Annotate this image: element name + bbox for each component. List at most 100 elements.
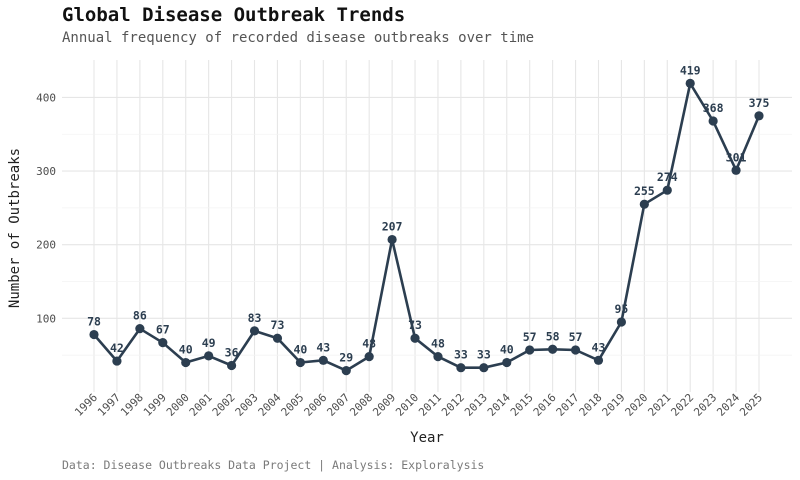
data-point	[249, 326, 260, 336]
data-point	[135, 324, 145, 334]
data-label: 40	[500, 343, 514, 357]
x-tick-label: 2011	[416, 391, 444, 419]
data-point	[662, 185, 672, 195]
data-point	[272, 333, 283, 343]
x-tick-label: 2025	[737, 391, 765, 419]
chart-subtitle: Annual frequency of recorded disease out…	[62, 30, 535, 46]
x-tick-label: 2024	[714, 391, 742, 419]
data-label: 43	[316, 340, 330, 354]
x-tick-label: 2000	[164, 391, 192, 419]
data-label: 33	[454, 348, 468, 362]
data-point	[158, 338, 168, 348]
x-tick-label: 2003	[233, 391, 261, 419]
data-point	[318, 355, 328, 365]
data-point	[456, 363, 466, 373]
x-tick-label: 2015	[508, 391, 536, 419]
data-label: 86	[133, 309, 147, 323]
data-point	[226, 360, 237, 371]
data-label: 57	[523, 330, 537, 344]
y-axis-title: Number of Outbreaks	[7, 148, 23, 308]
grid	[62, 60, 792, 392]
data-label: 29	[339, 351, 353, 365]
data-label: 95	[614, 302, 628, 316]
data-point	[548, 344, 558, 354]
x-tick-label: 2023	[691, 391, 719, 419]
data-points	[89, 78, 764, 376]
data-label: 73	[271, 318, 285, 332]
x-tick-label: 2002	[210, 391, 238, 419]
data-point	[570, 345, 581, 355]
data-point	[295, 357, 305, 368]
data-point	[754, 111, 764, 121]
data-source-caption: Data: Disease Outbreaks Data Project | A…	[62, 458, 485, 472]
data-point	[685, 78, 695, 89]
data-point	[204, 351, 214, 361]
data-label: 48	[431, 337, 445, 351]
data-label: 78	[87, 315, 101, 329]
data-label: 58	[546, 329, 560, 343]
data-label: 83	[248, 311, 262, 325]
x-tick-label: 2004	[256, 391, 284, 419]
y-tick-label: 200	[36, 239, 56, 252]
data-point	[502, 357, 512, 368]
x-tick-label: 1996	[72, 391, 100, 419]
data-label: 57	[569, 330, 583, 344]
data-label: 375	[749, 96, 770, 110]
data-label: 36	[225, 345, 239, 359]
x-tick-label: 1997	[95, 391, 123, 419]
y-tick-label: 400	[36, 91, 56, 104]
data-point	[731, 165, 741, 175]
data-label: 49	[202, 336, 216, 350]
x-tick-label: 2012	[439, 391, 467, 419]
data-label: 419	[680, 63, 701, 77]
x-tick-label: 1998	[118, 391, 146, 419]
x-tick-label: 2018	[577, 391, 605, 419]
data-label: 73	[408, 318, 422, 332]
data-point	[708, 116, 718, 126]
data-point	[387, 234, 397, 245]
x-tick-label: 2019	[600, 391, 628, 419]
x-axis-title: Year	[410, 430, 444, 446]
x-tick-label: 2020	[623, 391, 651, 419]
x-tick-label: 2009	[370, 391, 398, 419]
data-point	[89, 329, 99, 340]
data-label: 255	[634, 184, 655, 198]
y-axis-ticks: 100 200 300 400	[36, 91, 56, 325]
data-point	[341, 366, 351, 376]
x-tick-label: 2014	[485, 391, 513, 419]
data-labels: 78 42 86 67 40 49 36 83 73 40 43 29 48 207 73 48 33 33 40 5…	[87, 63, 769, 364]
series-line	[92, 82, 761, 372]
data-label: 40	[293, 343, 307, 357]
x-tick-label: 2001	[187, 391, 215, 419]
x-tick-label: 2010	[393, 391, 421, 419]
x-tick-label: 2005	[279, 391, 307, 419]
x-tick-label: 2013	[462, 391, 490, 419]
data-label: 274	[657, 170, 678, 184]
data-label: 33	[477, 348, 491, 362]
chart-title: Global Disease Outbreak Trends	[62, 4, 406, 26]
y-tick-label: 100	[36, 312, 56, 325]
data-point	[433, 352, 443, 362]
data-label: 67	[156, 323, 170, 337]
data-point	[364, 352, 374, 362]
data-point	[616, 317, 627, 327]
data-point	[410, 333, 420, 343]
data-label: 301	[726, 150, 747, 164]
data-label: 42	[110, 341, 124, 355]
data-point	[525, 345, 535, 355]
x-tick-label: 2008	[347, 391, 375, 419]
data-point	[639, 199, 649, 209]
x-tick-label: 2007	[324, 391, 352, 419]
data-label: 207	[382, 220, 403, 234]
data-point	[593, 355, 604, 365]
data-point	[181, 357, 191, 368]
x-tick-label: 2017	[554, 391, 582, 419]
x-tick-label: 2021	[645, 391, 673, 419]
y-tick-label: 300	[36, 165, 56, 178]
x-tick-label: 1999	[141, 391, 169, 419]
data-label: 43	[592, 340, 606, 354]
x-tick-label: 2016	[531, 391, 559, 419]
data-label: 48	[362, 337, 376, 351]
data-label: 40	[179, 343, 193, 357]
